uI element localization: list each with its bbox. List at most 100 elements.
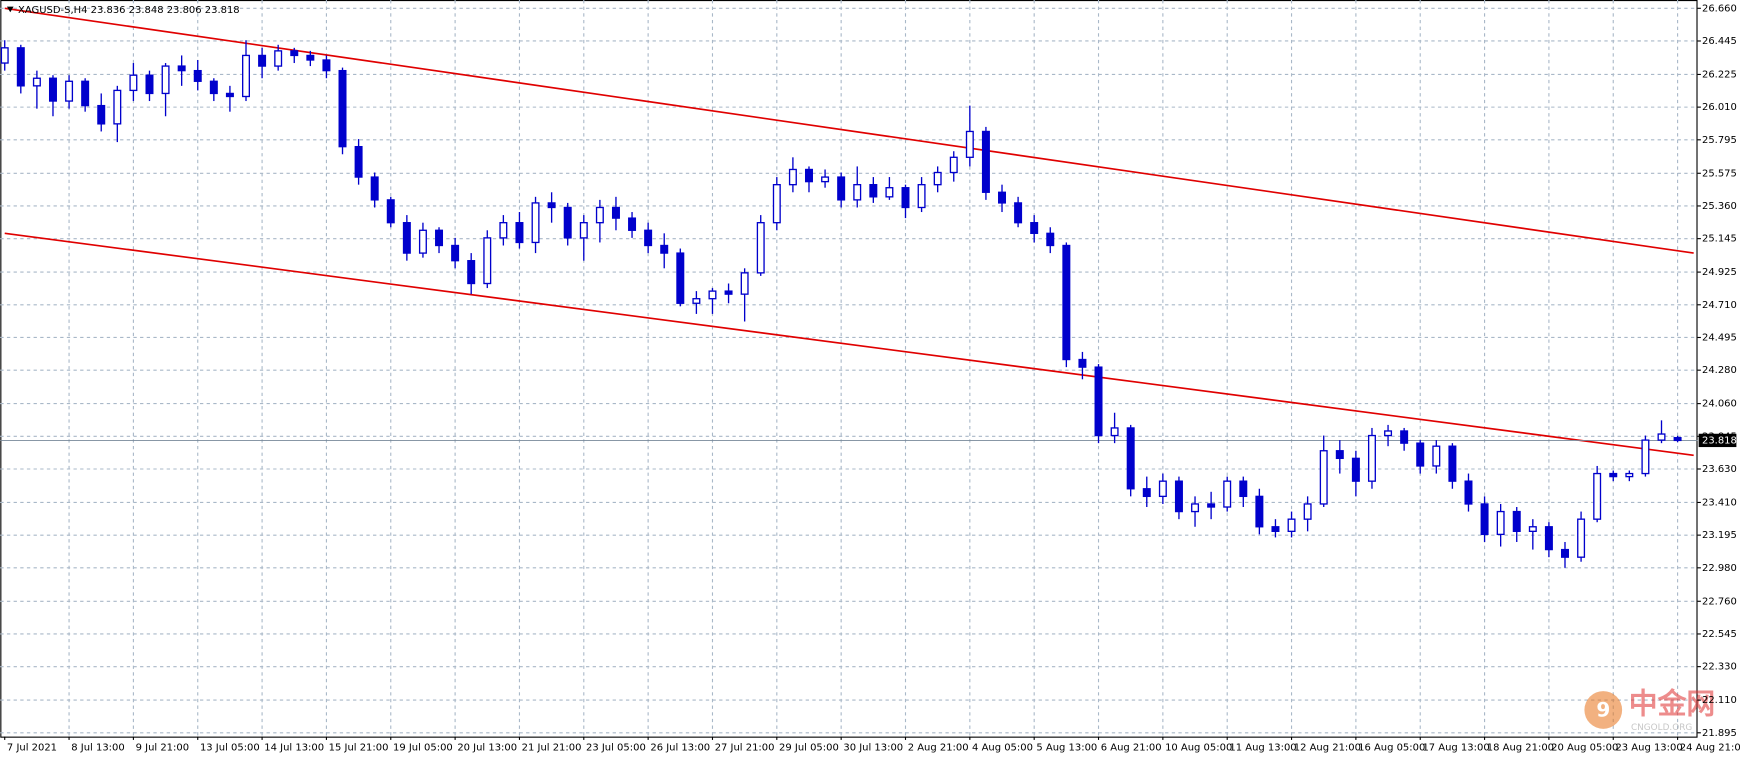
x-tick-label: 4 Aug 05:00 — [972, 743, 1033, 754]
x-tick-label: 29 Jul 05:00 — [779, 743, 839, 754]
candle-body — [1287, 518, 1296, 532]
candle-body — [917, 184, 926, 209]
candle-body — [1062, 244, 1071, 361]
candle-body — [402, 222, 411, 254]
x-tick-label: 15 Jul 21:00 — [329, 743, 389, 754]
channel-line — [4, 7, 1694, 254]
candle-body — [740, 272, 749, 295]
candle-body — [161, 65, 170, 95]
candle-body — [1142, 488, 1151, 498]
candle-body — [949, 156, 958, 174]
candle-body — [579, 222, 588, 239]
candle-body — [338, 69, 347, 148]
candle-body — [1014, 202, 1023, 224]
x-tick-label: 18 Aug 21:00 — [1487, 743, 1554, 754]
y-tick-label: 25.145 — [1702, 234, 1737, 245]
candle-body — [676, 252, 685, 304]
candle-body — [129, 74, 138, 92]
y-tick-label: 22.545 — [1702, 629, 1737, 640]
x-tick-label: 9 Jul 21:00 — [136, 743, 189, 754]
candle-body — [1046, 232, 1055, 247]
y-tick-label: 25.360 — [1702, 201, 1737, 212]
candle-body — [1367, 434, 1376, 482]
y-tick-label: 24.710 — [1702, 300, 1737, 311]
candle-body — [821, 176, 830, 183]
candle-body — [901, 187, 910, 209]
y-tick-label: 24.060 — [1702, 399, 1737, 410]
menu-arrow[interactable] — [6, 6, 14, 13]
candle-body — [242, 54, 250, 98]
x-tick-label: 10 Aug 05:00 — [1165, 743, 1232, 754]
candle-body — [467, 260, 476, 285]
x-tick-label: 26 Jul 13:00 — [650, 743, 710, 754]
candle-body — [1078, 358, 1087, 368]
candle-body — [81, 80, 90, 107]
candle-body — [1641, 439, 1650, 475]
candle-body — [483, 237, 492, 285]
x-tick-label: 6 Aug 21:00 — [1101, 743, 1162, 754]
x-tick-label: 20 Aug 05:00 — [1551, 743, 1618, 754]
candle-body — [1303, 503, 1312, 520]
candle-body — [563, 206, 572, 239]
candle-body — [1673, 437, 1682, 442]
y-tick-label: 25.795 — [1702, 135, 1737, 146]
x-tick-label: 8 Jul 13:00 — [71, 743, 124, 754]
channel-line — [4, 232, 1694, 457]
x-tick-label: 12 Aug 21:00 — [1294, 743, 1361, 754]
y-tick-label: 24.280 — [1702, 365, 1737, 376]
candle-body — [1319, 450, 1328, 505]
candle-body — [1448, 445, 1457, 482]
last-price-tag — [1698, 433, 1737, 448]
x-tick-label: 2 Aug 21:00 — [908, 743, 969, 754]
x-tick-label: 23 Jul 05:00 — [586, 743, 646, 754]
watermark-logo — [1584, 691, 1623, 729]
candle-body — [1480, 503, 1489, 536]
candle-body — [933, 171, 942, 186]
candle-body — [708, 290, 717, 300]
candle-body — [788, 168, 797, 186]
candle-body — [145, 74, 154, 95]
candle-body — [1335, 450, 1344, 460]
candle-body — [418, 229, 427, 254]
candle-body — [1271, 526, 1280, 532]
candle-body — [193, 69, 202, 82]
candle-body — [547, 202, 556, 209]
y-tick-label: 21.895 — [1702, 728, 1737, 739]
candle-body — [772, 184, 781, 224]
candle-body — [225, 92, 234, 98]
chart-header: XAGUSD-S,H4 23.836 23.848 23.806 23.818 — [18, 5, 240, 16]
candle-body — [1464, 480, 1473, 505]
x-tick-label: 20 Jul 13:00 — [457, 743, 517, 754]
y-tick-label: 22.110 — [1702, 695, 1737, 706]
x-tick-label: 24 Aug 21:00 — [1680, 743, 1740, 754]
y-tick-label: 26.010 — [1702, 102, 1737, 113]
candle-body — [16, 47, 25, 87]
candle-body — [499, 222, 508, 239]
candle-body — [692, 298, 701, 304]
candle-body — [370, 176, 379, 201]
last-price-label: 23.818 — [1702, 435, 1737, 446]
x-tick-label: 5 Aug 13:00 — [1036, 743, 1097, 754]
candle-body — [965, 130, 974, 158]
candle-body — [258, 54, 267, 67]
watermark-subtitle: CNGOLD.ORG — [1631, 723, 1692, 733]
candle-body — [1625, 472, 1634, 478]
candle-body — [1239, 480, 1248, 498]
candle-body — [1512, 510, 1521, 532]
candle-body — [306, 54, 315, 61]
x-tick-label: 21 Jul 21:00 — [522, 743, 582, 754]
x-tick-label: 23 Aug 13:00 — [1615, 743, 1682, 754]
candle-body — [998, 191, 1007, 204]
x-tick-label: 11 Aug 13:00 — [1229, 743, 1296, 754]
candle-body — [1432, 445, 1441, 467]
candle-body — [869, 184, 878, 198]
y-tick-label: 22.330 — [1702, 662, 1737, 673]
candle-body — [32, 77, 41, 87]
candle-body — [853, 184, 862, 201]
x-tick-label: 16 Aug 05:00 — [1358, 743, 1425, 754]
x-tick-label: 14 Jul 13:00 — [264, 743, 324, 754]
candle-body — [1191, 503, 1200, 513]
candle-body — [981, 130, 990, 193]
candle-body — [1207, 503, 1216, 508]
